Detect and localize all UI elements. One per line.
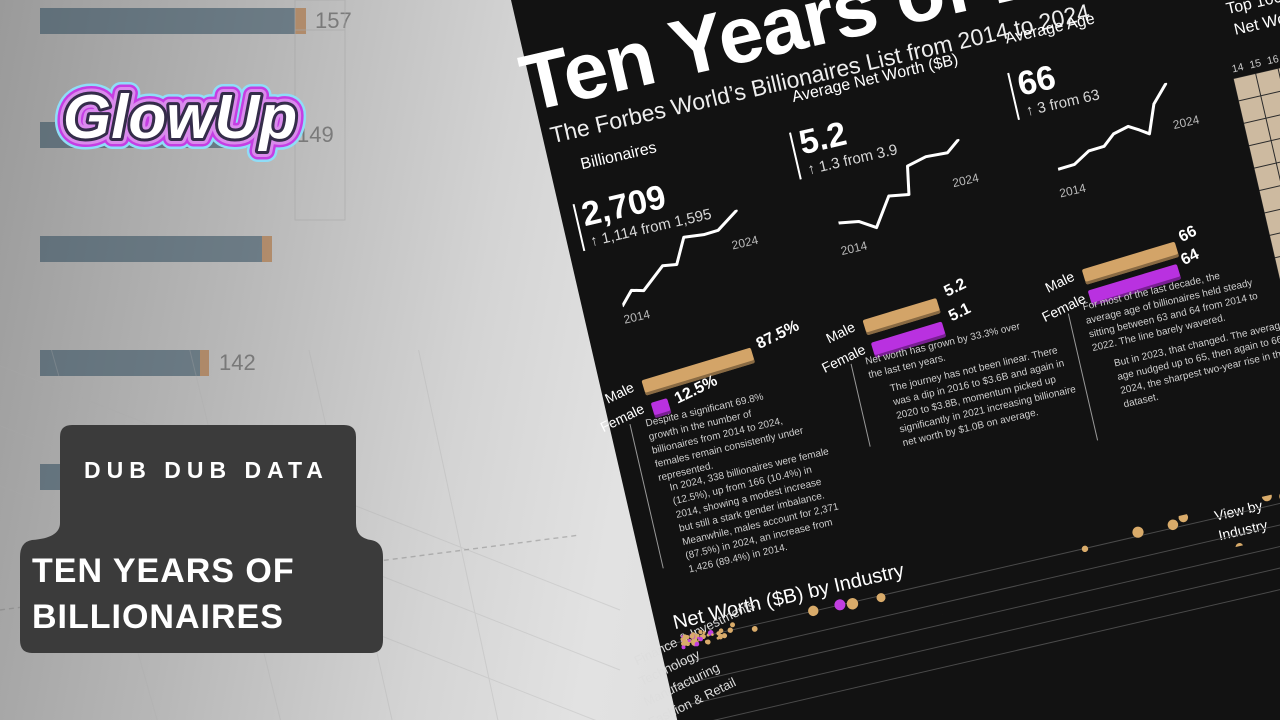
svg-text:TEN YEARS OF: TEN YEARS OF [32,552,295,590]
svg-text:DUB DUB DATA: DUB DUB DATA [84,457,329,483]
svg-text:157: 157 [315,8,352,33]
svg-text:16: 16 [1266,53,1280,67]
svg-text:GlowUp: GlowUp [63,83,297,152]
svg-text:14: 14 [1231,61,1245,75]
svg-text:BILLIONAIRES: BILLIONAIRES [32,598,284,636]
svg-text:15: 15 [1248,57,1262,71]
